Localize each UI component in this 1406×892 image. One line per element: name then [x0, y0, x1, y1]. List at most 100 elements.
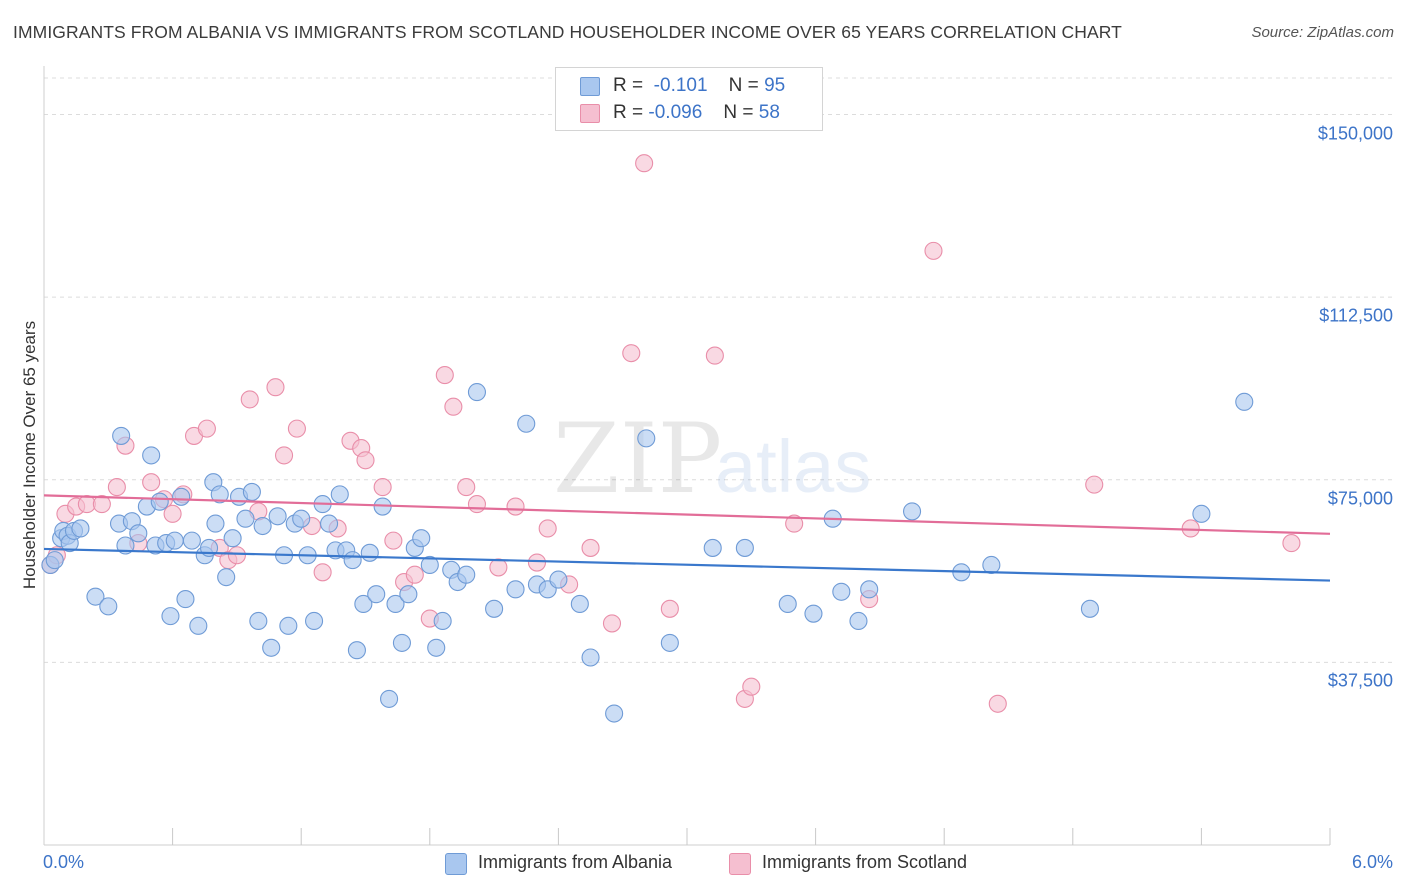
point-albania-65 [433, 611, 452, 631]
point-albania-88 [902, 502, 922, 521]
series-albania-points [41, 383, 1254, 723]
point-scotland-24 [313, 563, 332, 582]
point-albania-64 [427, 638, 446, 657]
point-scotland-28 [356, 451, 375, 470]
legend-r-scotland: -0.096 [648, 102, 703, 123]
point-albania-91 [1080, 599, 1099, 618]
point-scotland-14 [197, 419, 216, 438]
point-scotland-46 [635, 154, 654, 173]
point-albania-58 [386, 594, 405, 613]
legend-swatch-scotland [580, 104, 600, 123]
legend-r-label: R = [613, 75, 644, 96]
chart-title: IMMIGRANTS FROM ALBANIA VS IMMIGRANTS FR… [13, 22, 1122, 42]
y-tick-label-1: $75,000 [1327, 488, 1393, 509]
point-albania-81 [735, 538, 754, 557]
point-albania-30 [210, 485, 229, 504]
point-scotland-11 [163, 504, 182, 523]
point-scotland-37 [467, 495, 487, 514]
bottom-legend-albania: Immigrants from Albania [445, 852, 715, 876]
point-albania-53 [354, 594, 373, 613]
legend-n-albania: 95 [764, 75, 786, 96]
point-scotland-54 [988, 694, 1007, 713]
bottom-legend-swatch-scotland [729, 853, 751, 875]
point-albania-45 [305, 611, 324, 631]
point-albania-83 [804, 604, 823, 623]
point-albania-1 [45, 551, 64, 570]
point-scotland-40 [527, 553, 547, 572]
point-albania-8 [86, 587, 105, 606]
legend-n-label: N = [728, 75, 759, 96]
point-albania-87 [860, 580, 879, 599]
point-albania-49 [330, 485, 349, 504]
point-albania-51 [343, 551, 362, 570]
point-scotland-9 [142, 473, 161, 492]
legend-n-scotland: 58 [758, 102, 780, 123]
point-albania-76 [581, 648, 600, 667]
point-scotland-17 [227, 546, 246, 565]
point-albania-57 [380, 689, 399, 708]
point-albania-39 [268, 507, 287, 526]
y-tick-label-2: $112,500 [1319, 305, 1393, 326]
point-albania-18 [150, 492, 169, 511]
point-albania-93 [1235, 392, 1254, 411]
point-scotland-22 [287, 419, 306, 438]
point-scotland-4 [77, 495, 96, 514]
point-scotland-32 [405, 565, 424, 584]
point-albania-63 [420, 555, 439, 575]
point-albania-75 [570, 594, 589, 613]
point-albania-43 [292, 509, 311, 528]
point-albania-68 [457, 565, 476, 584]
point-albania-36 [249, 611, 268, 631]
x-tick-max: 6.0% [1351, 852, 1393, 872]
point-albania-86 [849, 611, 868, 631]
axes [43, 66, 1331, 846]
point-albania-7 [71, 519, 90, 538]
point-albania-25 [189, 616, 208, 635]
point-albania-41 [279, 616, 298, 635]
point-albania-80 [703, 538, 722, 557]
point-albania-35 [242, 482, 261, 501]
point-albania-90 [982, 555, 1001, 575]
point-albania-71 [517, 414, 536, 433]
point-albania-94 [467, 383, 487, 402]
point-albania-59 [392, 633, 411, 652]
point-scotland-36 [457, 478, 476, 497]
bottom-legend-label-albania: Immigrants from Albania [478, 852, 673, 872]
point-scotland-41 [538, 519, 557, 538]
correlation-legend: R = -0.101 N = 95 R = -0.096 N = 58 [555, 67, 823, 131]
point-scotland-6 [107, 478, 126, 497]
point-albania-77 [605, 704, 624, 723]
point-scotland-47 [660, 599, 679, 618]
point-albania-23 [176, 590, 195, 609]
point-albania-74 [549, 570, 568, 589]
trend-line-albania [43, 547, 1331, 582]
point-albania-11 [112, 426, 131, 445]
point-scotland-21 [275, 446, 294, 465]
legend-r-albania: -0.101 [653, 75, 708, 96]
legend-n-label: N = [723, 102, 754, 123]
point-scotland-43 [581, 538, 600, 557]
point-scotland-38 [489, 558, 508, 577]
point-albania-85 [832, 582, 851, 601]
point-albania-55 [367, 585, 386, 604]
trend-line-scotland [43, 494, 1331, 535]
point-albania-60 [399, 585, 418, 604]
point-albania-24 [182, 531, 201, 550]
point-albania-38 [262, 638, 281, 657]
point-scotland-35 [444, 397, 463, 416]
point-scotland-20 [266, 378, 285, 397]
point-albania-21 [165, 531, 184, 550]
point-albania-16 [142, 446, 161, 465]
trend-lines [43, 494, 1331, 582]
point-albania-22 [172, 487, 191, 506]
x-tick-min: 0.0% [43, 852, 85, 872]
point-scotland-5 [92, 495, 111, 514]
watermark-zip: ZIP [553, 403, 722, 515]
point-scotland-50 [742, 677, 761, 696]
point-scotland-57 [1282, 534, 1301, 553]
point-scotland-51 [785, 514, 804, 533]
bottom-legend-swatch-albania [445, 853, 467, 875]
point-albania-69 [485, 599, 504, 618]
point-scotland-30 [384, 531, 403, 550]
